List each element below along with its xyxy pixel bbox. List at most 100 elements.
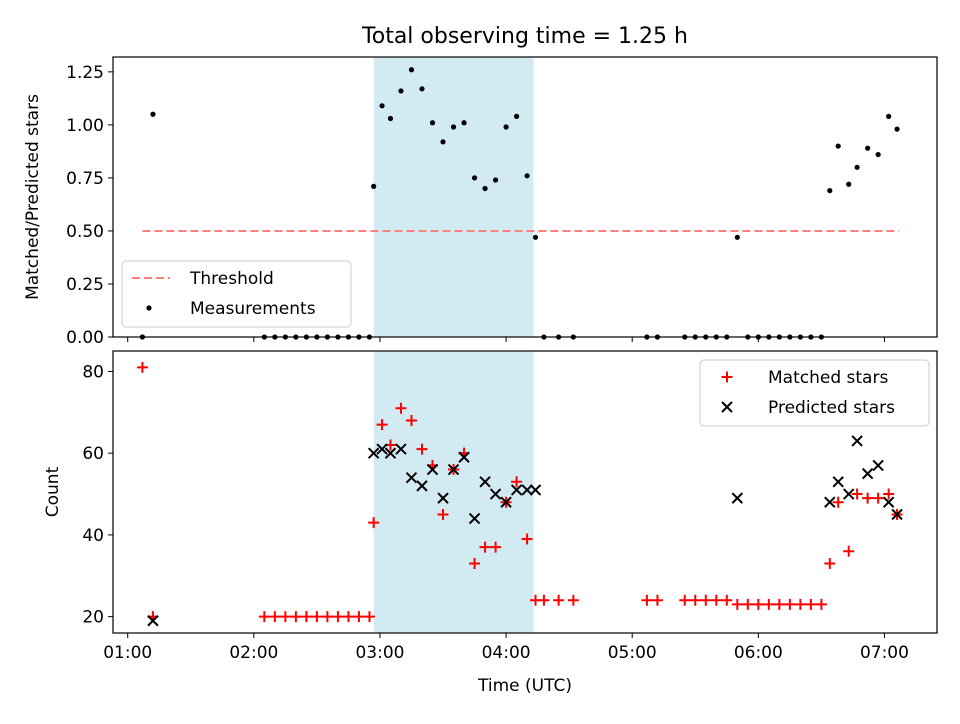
predicted-star-marker (367, 447, 380, 459)
matched-star-marker (279, 611, 291, 623)
y-tick-label: 0.50 (66, 222, 104, 242)
measurement-point (835, 143, 841, 149)
measurement-point (440, 139, 446, 145)
matched-star-marker (872, 492, 884, 504)
matched-star-marker (521, 533, 533, 545)
predicted-star-marker (479, 476, 491, 488)
matched-star-marker (290, 611, 302, 623)
matched-star-marker (300, 611, 312, 623)
measurement-point (150, 111, 156, 117)
predicted-star-marker (405, 471, 418, 484)
matched-star-marker (511, 476, 523, 488)
matched-star-marker (553, 594, 565, 606)
measurement-point (471, 175, 478, 181)
measurement-point (371, 183, 377, 189)
predicted-star-marker (861, 467, 874, 480)
matched-star-marker (342, 611, 354, 623)
matched-star-marker (376, 419, 388, 431)
matched-star-marker (651, 594, 663, 606)
bottom-panel: 20 40 60 80 01:00 02:00 03:00 04:00 05:00 06:00 07… (43, 350, 938, 663)
matched-star-marker (721, 594, 733, 606)
matched-star-marker (479, 541, 491, 553)
matched-star-marker (269, 611, 281, 623)
y-tick-label: 80 (82, 362, 104, 382)
matched-star-marker (679, 594, 691, 606)
matched-star-marker (742, 598, 754, 610)
predicted-star-marker (521, 484, 533, 496)
matched-star-marker (641, 594, 653, 606)
x-tick-label: 05:00 (608, 643, 657, 663)
x-tick-label: 03:00 (355, 643, 404, 663)
matched-star-marker (815, 598, 827, 610)
matched-star-marker (311, 611, 323, 623)
matched-star-marker (363, 611, 375, 623)
y-tick-label: 0.00 (66, 328, 104, 348)
measurement-point (379, 103, 385, 109)
matched-star-marker (332, 611, 344, 623)
matched-star-marker (469, 558, 481, 570)
predicted-star-marker (872, 459, 884, 472)
matched-star-marker (395, 402, 407, 414)
y-axis-label: Count (43, 466, 63, 517)
predicted-star-marker (510, 484, 523, 496)
predicted-star-marker (468, 512, 481, 525)
predicted-star-marker (458, 451, 470, 463)
y-tick-label: 0.25 (66, 275, 104, 295)
matched-star-marker (710, 594, 722, 606)
x-tick-label: 01:00 (103, 643, 152, 663)
measurement-point (854, 164, 860, 170)
measurement-point (461, 120, 467, 126)
matched-star-marker (794, 598, 806, 610)
measurement-point (532, 234, 539, 240)
predicted-star-marker (832, 476, 844, 488)
measurement-point (492, 177, 499, 183)
matched-star-marker (538, 594, 550, 606)
plot-area (136, 361, 903, 627)
y-axis-label: Matched/Predicted stars (23, 94, 43, 300)
measurement-point (894, 126, 900, 132)
legend-label: Measurements (190, 299, 316, 319)
predicted-star-marker (437, 492, 449, 504)
predicted-star-marker (843, 488, 855, 500)
matched-star-marker (773, 598, 785, 610)
measurement-point (846, 181, 852, 187)
predicted-star-marker (395, 443, 407, 455)
matched-star-marker (805, 598, 817, 610)
measurement-point (524, 173, 530, 179)
measurement-point (886, 113, 892, 119)
matched-star-marker (731, 598, 743, 610)
y-tick-label: 60 (82, 444, 104, 464)
predicted-star-marker (489, 488, 502, 500)
y-tick-label: 0.75 (66, 169, 104, 189)
matched-star-marker (368, 517, 380, 529)
predicted-star-marker (500, 496, 512, 508)
measurement-point (503, 124, 509, 130)
matched-star-marker (689, 594, 701, 606)
shaded-region (373, 351, 534, 633)
matched-star-marker (136, 361, 148, 373)
legend: Threshold Measurements (121, 260, 352, 328)
matched-star-marker (824, 558, 836, 570)
measurement-point (429, 120, 436, 126)
x-tick-label: 02:00 (229, 643, 278, 663)
y-tick-label: 1.25 (66, 63, 104, 83)
axes-frame (112, 350, 938, 634)
matched-star-marker (832, 496, 844, 508)
figure-title: Total observing time = 1.25 h (361, 24, 688, 49)
measurement-point (387, 115, 394, 122)
predicted-star-marker (426, 463, 439, 476)
legend-matched-swatch (721, 371, 733, 383)
top-panel: 0.00 0.25 0.50 0.75 1.00 1.25 Matched/Predicte… (23, 56, 938, 348)
predicted-star-marker (731, 492, 744, 504)
matched-star-marker (353, 611, 365, 623)
series-matched-stars (136, 361, 903, 623)
measurement-point (398, 88, 404, 94)
measurement-point (734, 234, 740, 240)
x-tick-label: 04:00 (482, 643, 531, 663)
series-predicted-stars (147, 435, 903, 627)
predicted-star-marker (384, 447, 397, 459)
y-tick-label: 1.00 (66, 116, 104, 136)
legend-label: Matched stars (768, 368, 888, 388)
